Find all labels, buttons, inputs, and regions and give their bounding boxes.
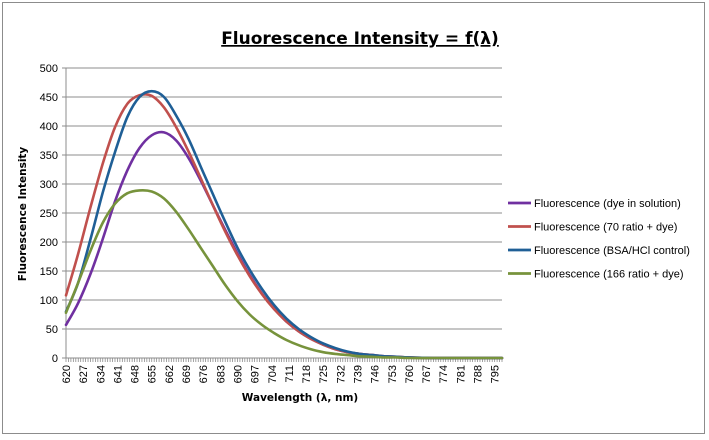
legend-entry-1: Fluorescence (70 ratio + dye) bbox=[534, 222, 677, 234]
x-tick-label: 683 bbox=[215, 365, 227, 383]
y-tick-label: 350 bbox=[40, 150, 58, 162]
x-axis-ticks: 620 627 634 641 648 655 662 669 676 683 690 697 704 7… bbox=[61, 358, 503, 383]
x-tick-label: 739 bbox=[352, 365, 364, 383]
x-tick-label: 746 bbox=[370, 365, 382, 383]
x-tick-label: 732 bbox=[335, 365, 347, 383]
y-tick-label: 450 bbox=[40, 92, 58, 104]
x-tick-label: 704 bbox=[267, 365, 279, 383]
y-tick-label: 300 bbox=[40, 179, 58, 191]
y-tick-label: 200 bbox=[40, 237, 58, 249]
x-tick-label: 655 bbox=[147, 365, 159, 383]
y-tick-label: 100 bbox=[40, 295, 58, 307]
x-tick-label: 760 bbox=[404, 365, 416, 383]
x-tick-label: 711 bbox=[284, 365, 296, 383]
y-tick-label: 150 bbox=[40, 266, 58, 278]
y-tick-label: 0 bbox=[52, 353, 58, 365]
y-tick-label: 50 bbox=[46, 324, 58, 336]
x-tick-label: 718 bbox=[301, 365, 313, 383]
chart-frame bbox=[2, 2, 705, 434]
y-tick-label: 500 bbox=[40, 63, 58, 75]
x-tick-label: 690 bbox=[232, 365, 244, 383]
y-tick-label: 250 bbox=[40, 208, 58, 220]
y-axis-label: Fluorescence Intensity bbox=[17, 147, 29, 282]
legend: Fluorescence (dye in solution) Fluorescen… bbox=[508, 198, 690, 281]
series-line-3 bbox=[64, 188, 504, 360]
x-tick-label: 753 bbox=[387, 365, 399, 383]
x-tick-label: 725 bbox=[318, 365, 330, 383]
chart-title: Fluorescence Intensity = f(λ) bbox=[221, 29, 499, 49]
x-tick-label: 697 bbox=[250, 365, 262, 383]
x-tick-label: 788 bbox=[473, 365, 485, 383]
x-tick-label: 781 bbox=[455, 365, 467, 383]
x-tick-label: 767 bbox=[421, 365, 433, 383]
legend-entry-3: Fluorescence (166 ratio + dye) bbox=[534, 269, 684, 281]
x-axis-label: Wavelength (λ, nm) bbox=[242, 392, 358, 404]
legend-entry-0: Fluorescence (dye in solution) bbox=[534, 198, 681, 210]
x-tick-label: 620 bbox=[61, 365, 73, 383]
series-line-1 bbox=[64, 92, 504, 360]
y-tick-label: 400 bbox=[40, 121, 58, 133]
x-tick-label: 774 bbox=[438, 365, 450, 383]
x-tick-label: 676 bbox=[198, 365, 210, 383]
x-tick-label: 669 bbox=[181, 365, 193, 383]
series-lines bbox=[64, 89, 504, 360]
series-line-0 bbox=[64, 130, 504, 360]
legend-entry-2: Fluorescence (BSA/HCl control) bbox=[534, 245, 690, 257]
x-tick-label: 795 bbox=[490, 365, 502, 383]
x-tick-label: 648 bbox=[130, 365, 142, 383]
x-tick-label: 634 bbox=[95, 365, 107, 383]
x-tick-label: 662 bbox=[164, 365, 176, 383]
y-axis-ticks: 0 50 100 150 200 250 300 350 400 450 500 bbox=[40, 63, 66, 365]
x-tick-label: 641 bbox=[112, 365, 124, 383]
series-line-2 bbox=[64, 89, 504, 360]
x-tick-label: 627 bbox=[78, 365, 90, 383]
